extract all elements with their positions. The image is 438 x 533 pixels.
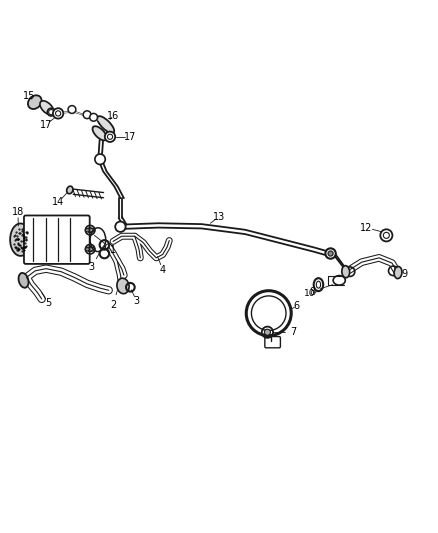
Text: 5: 5 xyxy=(45,298,51,308)
Ellipse shape xyxy=(18,273,28,288)
Text: 13: 13 xyxy=(213,212,225,222)
Text: 3: 3 xyxy=(134,296,140,306)
Text: 14: 14 xyxy=(52,198,64,207)
Circle shape xyxy=(68,106,76,114)
Circle shape xyxy=(105,132,115,142)
Text: 9: 9 xyxy=(401,269,407,279)
Ellipse shape xyxy=(90,228,106,252)
FancyBboxPatch shape xyxy=(24,215,90,264)
Circle shape xyxy=(115,222,126,232)
Ellipse shape xyxy=(92,126,107,140)
Circle shape xyxy=(325,248,336,259)
Text: 16: 16 xyxy=(107,111,119,121)
Ellipse shape xyxy=(10,223,31,256)
Ellipse shape xyxy=(333,276,345,285)
Text: 17: 17 xyxy=(124,132,137,142)
Text: 18: 18 xyxy=(12,207,24,217)
Text: 15: 15 xyxy=(23,91,36,101)
Text: 4: 4 xyxy=(160,265,166,275)
Circle shape xyxy=(53,108,64,119)
Circle shape xyxy=(265,329,270,335)
Ellipse shape xyxy=(40,101,54,115)
Text: 6: 6 xyxy=(294,301,300,311)
Text: 7: 7 xyxy=(290,327,297,337)
Text: 10: 10 xyxy=(304,289,315,298)
Text: 17: 17 xyxy=(40,119,52,130)
Ellipse shape xyxy=(342,265,350,278)
Ellipse shape xyxy=(47,108,55,116)
Text: 12: 12 xyxy=(360,223,372,232)
Ellipse shape xyxy=(97,116,114,133)
Ellipse shape xyxy=(67,186,73,194)
Text: 1: 1 xyxy=(110,245,116,255)
Ellipse shape xyxy=(314,278,323,291)
Ellipse shape xyxy=(28,95,42,109)
Text: 2: 2 xyxy=(110,300,116,310)
Text: 3: 3 xyxy=(88,262,95,272)
Circle shape xyxy=(83,111,91,119)
Text: 8: 8 xyxy=(309,287,315,296)
Circle shape xyxy=(90,114,98,121)
FancyBboxPatch shape xyxy=(265,336,280,348)
Ellipse shape xyxy=(394,266,402,279)
Circle shape xyxy=(328,251,333,256)
Circle shape xyxy=(95,154,105,165)
Ellipse shape xyxy=(117,278,129,294)
